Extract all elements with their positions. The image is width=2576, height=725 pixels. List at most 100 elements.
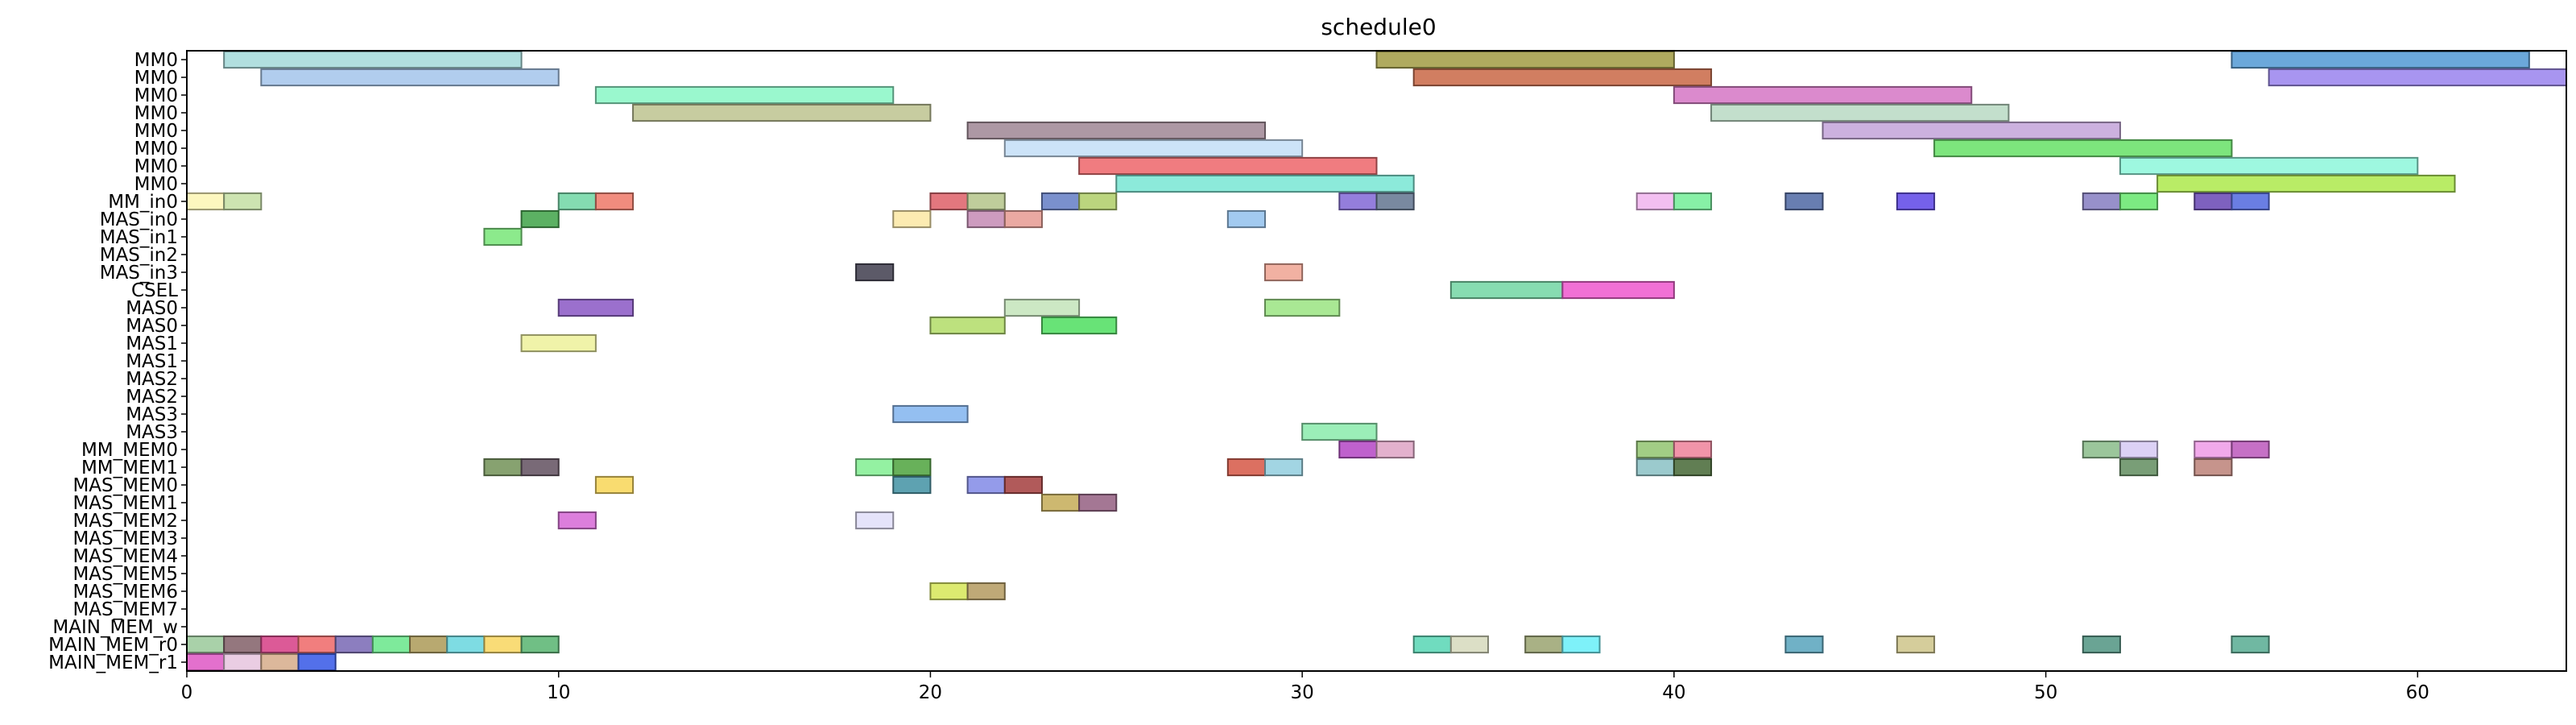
task-bar xyxy=(2119,458,2159,477)
task-bar xyxy=(223,50,523,69)
task-bar xyxy=(892,475,932,495)
task-bar xyxy=(594,85,895,105)
task-bar xyxy=(2119,440,2159,459)
y-tick-label: MAS_MEM7 xyxy=(72,599,178,620)
task-bar xyxy=(1003,139,1304,158)
task-bar xyxy=(557,511,597,530)
y-tick-label: MAS1 xyxy=(126,351,178,372)
task-bar xyxy=(892,458,932,477)
task-bar xyxy=(1375,440,1415,459)
task-bar xyxy=(297,635,337,654)
task-bar xyxy=(1375,50,1675,69)
y-tick-label: MAS_MEM0 xyxy=(72,475,178,496)
task-bar xyxy=(2268,68,2567,87)
y-tick-label: MM0 xyxy=(134,85,178,106)
task-bar xyxy=(2231,440,2270,459)
task-bar xyxy=(855,263,895,282)
task-bar xyxy=(557,192,597,211)
task-bar xyxy=(966,192,1006,211)
task-bar xyxy=(1710,103,2010,122)
y-tick-label: MAS_in1 xyxy=(100,227,178,248)
y-tick-label: MM0 xyxy=(134,121,178,142)
y-tick-label: MAS_MEM2 xyxy=(72,511,178,532)
y-tick-label: MAS2 xyxy=(126,369,178,390)
task-bar xyxy=(186,635,225,654)
y-tick-label: MAS3 xyxy=(126,404,178,425)
task-bar xyxy=(1673,440,1713,459)
task-bar xyxy=(929,316,1006,335)
task-bar xyxy=(1933,139,2233,158)
x-tick-label: 60 xyxy=(2406,682,2429,703)
task-bar xyxy=(2231,50,2530,69)
task-bar xyxy=(1226,458,1266,477)
x-tick-label: 50 xyxy=(2034,682,2057,703)
x-tick-label: 20 xyxy=(919,682,942,703)
task-bar xyxy=(520,458,560,477)
y-tick-label: MM_in0 xyxy=(108,192,178,213)
task-bar xyxy=(1115,174,1415,193)
task-bar xyxy=(1412,68,1713,87)
y-tick-label: MM0 xyxy=(134,103,178,124)
task-bar xyxy=(223,635,263,654)
task-bar xyxy=(594,192,635,211)
task-bar xyxy=(1561,280,1675,300)
task-bar xyxy=(1896,192,1936,211)
task-bar xyxy=(966,209,1006,229)
y-tick-label: MAS_in2 xyxy=(100,245,178,266)
task-bar xyxy=(1635,440,1675,459)
task-bar xyxy=(892,209,932,229)
y-tick-label: MAS0 xyxy=(126,316,178,337)
y-tick-label: MM0 xyxy=(134,139,178,160)
task-bar xyxy=(2194,458,2233,477)
y-tick-label: MAIN_MEM_r0 xyxy=(48,635,178,656)
y-tick-label: MAS_MEM5 xyxy=(72,564,178,585)
y-tick-label: MAS_MEM4 xyxy=(72,546,178,567)
task-bar xyxy=(1338,192,1378,211)
x-tick-label: 30 xyxy=(1291,682,1314,703)
task-bar xyxy=(1635,192,1675,211)
task-bar xyxy=(966,582,1006,601)
task-bar xyxy=(483,227,523,246)
task-bar xyxy=(2231,635,2270,654)
task-bar xyxy=(2082,440,2121,459)
task-bar xyxy=(594,475,635,495)
task-bar xyxy=(186,192,225,211)
y-tick-label: MM0 xyxy=(134,174,178,195)
y-tick-label: MAIN_MEM_w xyxy=(52,617,178,638)
y-tick-label: MM0 xyxy=(134,50,178,71)
task-bar xyxy=(1673,192,1713,211)
task-bar xyxy=(1784,192,1824,211)
task-bar xyxy=(855,458,895,477)
task-bar xyxy=(1301,422,1378,441)
task-bar xyxy=(1375,192,1415,211)
y-axis-ticks: MM0MM0MM0MM0MM0MM0MM0MM0MM_in0MAS_in0MAS… xyxy=(48,50,187,673)
task-bar xyxy=(1263,263,1304,282)
task-bar xyxy=(409,635,449,654)
task-bar xyxy=(1078,493,1118,512)
task-bar xyxy=(1078,192,1118,211)
task-bar xyxy=(966,475,1006,495)
y-tick-label: MM_MEM0 xyxy=(81,440,178,461)
task-bar xyxy=(1338,440,1378,459)
task-bar xyxy=(892,404,969,424)
y-tick-label: MM_MEM1 xyxy=(81,458,178,478)
task-bar xyxy=(2119,192,2159,211)
task-bar xyxy=(2156,174,2456,193)
task-bar xyxy=(2082,192,2121,211)
task-bar xyxy=(297,652,337,672)
task-bar xyxy=(1896,635,1936,654)
x-tick-label: 0 xyxy=(181,682,193,703)
y-tick-label: MAS2 xyxy=(126,387,178,408)
plot-frame xyxy=(186,50,2567,672)
task-bar xyxy=(1673,458,1713,477)
task-bar xyxy=(334,635,374,654)
task-bar xyxy=(1449,635,1490,654)
task-bar xyxy=(520,635,560,654)
y-tick-label: MAS_MEM3 xyxy=(72,528,178,549)
task-bar xyxy=(1263,298,1341,317)
task-bar xyxy=(632,103,932,122)
task-bar xyxy=(1226,209,1266,229)
task-bar xyxy=(1003,298,1081,317)
y-tick-label: MAS_MEM1 xyxy=(72,493,178,514)
